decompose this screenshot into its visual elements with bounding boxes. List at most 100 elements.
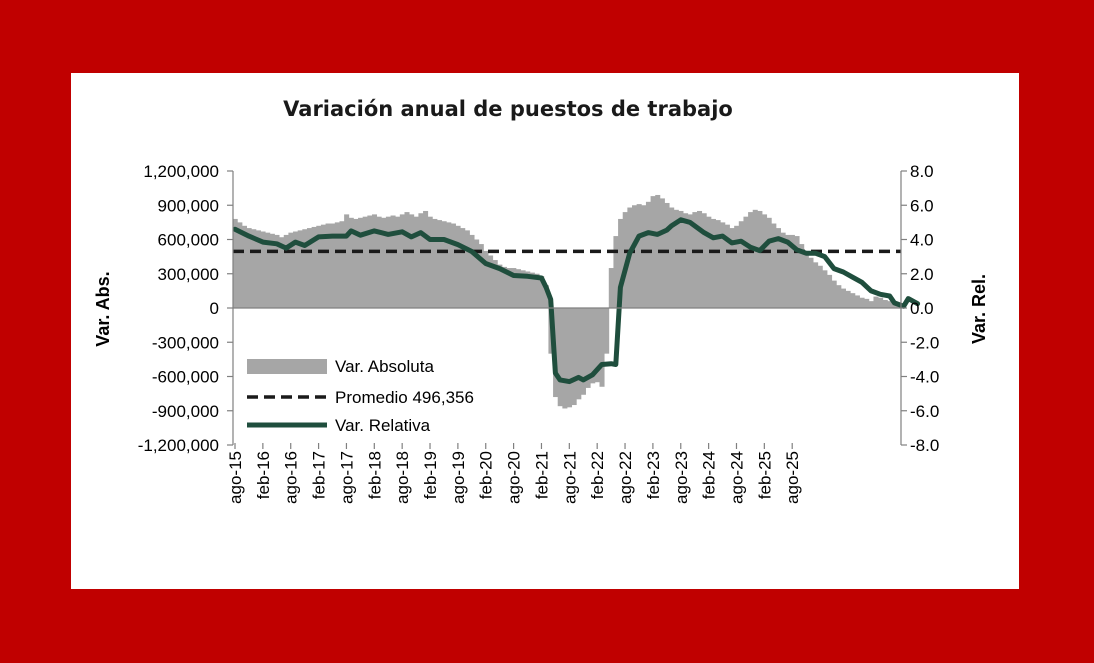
bar-absolute <box>562 308 568 409</box>
bar-absolute <box>803 253 809 308</box>
bar-absolute <box>850 293 856 308</box>
bar-absolute <box>511 268 517 308</box>
bar-absolute <box>525 271 531 308</box>
bar-absolute <box>478 244 484 308</box>
bar-absolute <box>265 232 271 308</box>
bar-absolute <box>687 214 693 308</box>
bar-absolute <box>464 230 470 308</box>
legend-swatch-absolute <box>247 359 327 374</box>
bar-absolute <box>497 264 503 308</box>
bar-absolute <box>836 285 842 308</box>
bar-absolute <box>678 210 684 308</box>
bar-absolute <box>371 214 378 308</box>
bar-absolute <box>376 216 382 308</box>
bar-absolute <box>353 218 359 308</box>
bar-absolute <box>316 225 322 308</box>
bar-absolute <box>279 237 285 308</box>
bar-absolute <box>436 220 443 308</box>
bar-absolute <box>302 229 308 308</box>
bar-absolute <box>469 234 475 308</box>
bar-absolute <box>669 207 675 308</box>
y-right-tick-label: 2.0 <box>910 265 934 284</box>
x-tick-label: feb-19 <box>421 451 440 499</box>
bar-absolute <box>255 230 261 308</box>
bar-absolute <box>474 239 480 308</box>
bar-absolute <box>367 215 373 308</box>
bar-absolute <box>325 223 331 308</box>
bar-absolute <box>334 222 340 309</box>
bar-absolute <box>441 221 447 308</box>
bar-absolute <box>757 210 763 308</box>
legend-label-average: Promedio 496,356 <box>335 388 474 407</box>
bar-absolute <box>887 301 893 308</box>
bar-absolute <box>794 236 800 308</box>
bar-absolute <box>785 234 791 308</box>
bar-absolute <box>664 202 670 308</box>
x-tick-label: ago-23 <box>672 451 691 504</box>
bar-absolute <box>492 260 498 308</box>
bar-absolute <box>697 210 703 308</box>
legend-label-absolute: Var. Absoluta <box>335 357 434 376</box>
x-tick-label: ago-16 <box>282 451 301 504</box>
bar-absolute <box>241 225 248 308</box>
bar-absolute <box>673 209 679 308</box>
y-right-tick-label: -8.0 <box>910 436 939 455</box>
bar-absolute <box>520 270 526 308</box>
bar-absolute <box>585 308 591 388</box>
bar-absolute <box>381 217 387 308</box>
x-tick-label: ago-24 <box>728 451 747 504</box>
bar-absolute <box>543 285 549 308</box>
legend-label-relative: Var. Relativa <box>335 416 431 435</box>
bar-absolute <box>348 217 354 308</box>
bar-absolute <box>780 232 786 308</box>
bar-absolute <box>311 226 317 308</box>
y-left-tick-label: 1,200,000 <box>143 162 219 181</box>
bar-absolute <box>613 236 619 308</box>
x-tick-label: ago-20 <box>505 451 524 504</box>
bar-absolute <box>854 295 860 308</box>
y-right-tick-label: 0.0 <box>910 299 934 318</box>
bar-absolute <box>409 214 415 308</box>
chart: Variación anual de puestos de trabajo 1,… <box>93 97 989 504</box>
bar-absolute <box>706 216 712 308</box>
bar-absolute <box>362 216 368 308</box>
bar-absolute <box>692 212 698 308</box>
bar-absolute <box>701 213 707 308</box>
bar-absolute <box>320 224 326 308</box>
bar-absolute <box>404 212 410 308</box>
y-left-tick-label: -600,000 <box>152 368 219 387</box>
y-left-tick-label: -900,000 <box>152 402 219 421</box>
bar-absolute <box>358 217 364 308</box>
x-axis-ticks: ago-15 feb-16 ago-16 feb-17 ago-17 feb-18 ago-… <box>226 443 802 504</box>
bar-absolute <box>460 228 466 308</box>
left-axis-ticks: 1,200,000 900,000 600,000 300,000 0 -300,000 -… <box>138 162 233 455</box>
y-left-tick-label: -300,000 <box>152 333 219 352</box>
y-right-tick-label: -6.0 <box>910 402 939 421</box>
bar-absolute <box>882 300 888 308</box>
x-tick-label: ago-22 <box>616 451 635 504</box>
bar-absolute <box>534 273 540 308</box>
y-left-tick-label: 0 <box>210 299 219 318</box>
legend: Var. Absoluta Promedio 496,356 Var. Rela… <box>247 357 474 435</box>
bar-absolute <box>594 308 600 383</box>
bar-absolute <box>539 276 545 308</box>
right-axis-ticks: 8.0 6.0 4.0 2.0 0.0 -2.0 -4.0 -6.0 -8.0 <box>901 162 939 455</box>
bar-absolute <box>246 228 252 308</box>
bar-absolute <box>645 201 651 308</box>
bar-absolute <box>344 214 350 308</box>
bar-absolute <box>659 198 665 308</box>
bar-absolute <box>576 308 582 400</box>
bar-absolute <box>288 232 294 308</box>
bar-absolute <box>339 221 345 308</box>
bar-absolute <box>483 250 489 308</box>
bar-absolute <box>599 308 605 387</box>
bar-absolute <box>878 297 884 308</box>
x-tick-label: feb-20 <box>477 451 496 499</box>
bar-absolute <box>590 308 596 384</box>
bar-absolute <box>748 212 754 308</box>
bar-absolute <box>306 228 313 308</box>
bar-absolute <box>762 214 768 308</box>
y-right-tick-label: -4.0 <box>910 368 939 387</box>
bar-absolute <box>413 216 419 308</box>
bar-absolute <box>724 224 730 308</box>
